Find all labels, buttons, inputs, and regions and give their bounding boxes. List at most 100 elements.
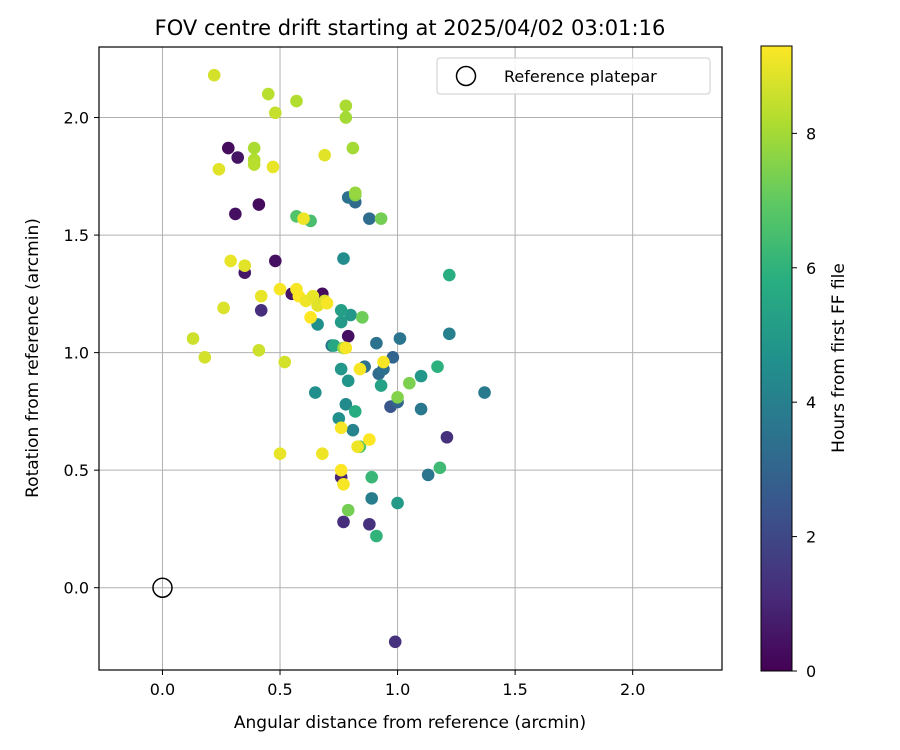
data-point [334, 463, 348, 477]
x-tick-label: 1.5 [502, 680, 527, 699]
data-point [403, 376, 416, 390]
data-point [247, 141, 261, 155]
legend-box [436, 57, 711, 95]
data-point [346, 423, 360, 437]
data-point [252, 343, 266, 357]
y-tick-label: 2.0 [64, 109, 89, 128]
data-point [224, 254, 237, 268]
data-point [290, 94, 303, 108]
data-point [339, 398, 353, 411]
data-point [217, 301, 230, 315]
colorbar-tick-label: 4 [806, 393, 816, 412]
x-tick-label: 0.5 [267, 680, 292, 699]
colorbar-tick-label: 0 [806, 662, 816, 681]
data-point [318, 148, 331, 162]
data-point [278, 355, 292, 369]
data-point [186, 332, 200, 345]
data-point [341, 503, 355, 517]
data-point [269, 106, 282, 120]
data-point [254, 304, 268, 317]
y-tick-label: 1.0 [64, 344, 89, 363]
colorbar [760, 45, 793, 672]
data-point [306, 289, 320, 303]
grid-lines [99, 47, 722, 670]
data-point [353, 362, 367, 376]
data-point [334, 315, 348, 329]
y-tick-label: 0.0 [64, 579, 89, 598]
data-point [261, 87, 275, 101]
data-point [320, 296, 334, 310]
reference-platepar-marker [152, 577, 173, 598]
data-point [363, 212, 376, 225]
data-point [238, 259, 252, 272]
data-point [440, 430, 454, 444]
data-point [297, 212, 310, 225]
data-point [339, 341, 353, 355]
data-point [273, 282, 287, 296]
data-point [386, 351, 400, 364]
data-point [266, 160, 280, 174]
data-point [332, 412, 346, 425]
data-point [334, 421, 348, 435]
data-point [377, 355, 390, 369]
data-point [252, 198, 266, 211]
data-point [363, 433, 376, 446]
data-point [327, 339, 341, 352]
data-point [334, 362, 348, 376]
data-point [273, 447, 287, 461]
legend: Reference platepar [436, 57, 711, 95]
data-point [207, 68, 221, 82]
chart-title: FOV centre drift starting at 2025/04/02 … [155, 16, 666, 40]
x-tick-label: 0.0 [150, 680, 175, 699]
plot-area-frame [98, 46, 723, 671]
data-point [348, 186, 362, 200]
data-point [356, 311, 369, 324]
data-point [334, 304, 348, 317]
data-point [374, 379, 388, 392]
data-point [421, 468, 435, 482]
data-point [254, 289, 268, 303]
y-tick-label: 0.5 [64, 461, 89, 480]
colorbar-label: Hours from first FF file [829, 263, 849, 453]
reference-point [152, 577, 173, 598]
data-point [365, 492, 379, 505]
data-point [198, 351, 212, 364]
data-points [186, 68, 491, 649]
data-point [388, 635, 402, 649]
data-point [414, 402, 428, 416]
data-point [374, 212, 388, 225]
data-point [442, 268, 456, 282]
data-point [348, 405, 362, 418]
data-point [316, 447, 329, 461]
x-tick-label: 2.0 [620, 680, 645, 699]
data-point [433, 461, 447, 475]
data-point [339, 99, 353, 113]
x-tick-label: 1.0 [385, 680, 410, 699]
data-point [478, 386, 491, 399]
legend-label: Reference platepar [504, 67, 657, 86]
x-axis-label: Angular distance from reference (arcmin) [234, 713, 586, 733]
data-point [229, 207, 242, 221]
axis-ticks: 0.0 0.5 1.0 1.5 2.0 0.0 0.5 1.0 1.5 2.0 [64, 109, 646, 699]
data-point [308, 386, 322, 399]
data-point [431, 360, 444, 374]
data-point [269, 254, 282, 268]
data-point [414, 369, 428, 383]
data-point [222, 141, 235, 155]
legend-marker-open-circle [455, 65, 477, 87]
data-point [247, 158, 261, 171]
colorbar-tick-label: 8 [806, 124, 816, 143]
y-axis-label: Rotation from reference (arcmin) [23, 218, 43, 498]
y-tick-label: 1.5 [64, 226, 89, 245]
data-point [231, 151, 245, 164]
colorbar-tick-label: 2 [806, 528, 816, 547]
data-point [337, 515, 350, 529]
colorbar-tick-label: 6 [806, 259, 816, 278]
data-point [341, 329, 355, 343]
data-point [337, 252, 350, 265]
data-point [344, 308, 357, 322]
data-point [337, 477, 350, 491]
data-point [391, 496, 404, 510]
data-point [341, 374, 355, 388]
